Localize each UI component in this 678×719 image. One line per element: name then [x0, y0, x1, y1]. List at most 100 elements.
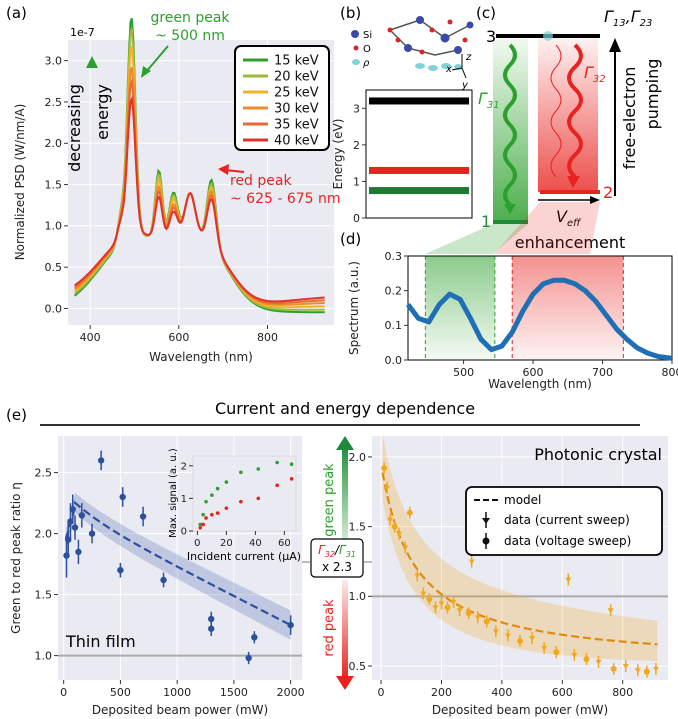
level-1-label: 1 [481, 212, 491, 231]
data-point-6 [406, 509, 413, 516]
data-point-11 [139, 513, 147, 520]
panel-e-left-points [63, 450, 294, 665]
level-3-label: 3 [486, 27, 496, 46]
panel-b-ticks: 0 1 2 3 [353, 102, 366, 225]
panel-b-energy-levels [369, 97, 469, 195]
green-peak-wavelength: ~ 500 nm [155, 28, 225, 44]
photon-32-wave-icon [567, 43, 583, 179]
green-peak-label: green peak [150, 10, 230, 26]
si-marker-icon [351, 30, 359, 38]
y-tick-label: 2.5 [35, 466, 53, 479]
y-tick-label: 3 [353, 102, 360, 115]
data-point-7 [88, 530, 96, 537]
inset-green-point-2 [204, 499, 208, 504]
panel-d-xlabel: Wavelength (nm) [488, 377, 592, 391]
x-tick-label: 500 [110, 686, 131, 699]
arrow-head-icon [86, 56, 98, 68]
green-peak-arrow-head-icon [141, 66, 151, 78]
y-tick-label: 2 [181, 461, 187, 472]
data-point-19 [492, 629, 499, 635]
x-tick-label: 600 [552, 686, 573, 699]
panel-a-ticks: 400 600 800 0.0 0.5 1.0 1.5 2.0 2.5 3.0 [45, 55, 279, 344]
legend-label-1: 20 keV [274, 70, 319, 85]
panel-e-left-xlabel: Deposited beam power (mW) [92, 703, 268, 717]
x-tick-label: 600 [168, 331, 189, 344]
data-point-8 [420, 591, 427, 597]
y-tick-label: 2.0 [45, 137, 63, 150]
gamma-13-23: Γ13,Γ23 [604, 7, 652, 29]
data-point-13 [450, 599, 457, 605]
y-tick-label: 0.5 [349, 660, 367, 673]
green-peak-arrow [145, 45, 169, 73]
y-tick-label: 2 [353, 139, 360, 152]
panel-a-series [74, 17, 325, 314]
data-point-15 [245, 654, 252, 662]
level-2-label: 2 [603, 183, 613, 202]
inset-red-point-9 [289, 477, 294, 481]
inset-green-point-8 [275, 460, 279, 465]
legend-label-2: 25 keV [274, 86, 319, 101]
inset-red-point-8 [275, 483, 279, 488]
data-point-11 [438, 601, 445, 607]
y-tick-label: 0 [353, 212, 360, 225]
data-point-28 [595, 659, 602, 665]
red-band [512, 256, 624, 360]
data-point-25 [565, 577, 572, 583]
middle-red-peak: red peak [322, 599, 337, 657]
inset-red-point-2 [204, 516, 208, 520]
gamma-32: Γ32 [584, 63, 606, 85]
x-tick-label: 0 [194, 538, 200, 549]
y-tick-label: 1 [353, 175, 360, 188]
data-point-18 [483, 618, 490, 625]
gamma-31: Γ31 [478, 89, 500, 111]
veff-label: Veff [556, 207, 582, 229]
pumping-text-1: free-electron [620, 67, 639, 170]
rho-marker-icon [352, 59, 360, 65]
photon-32-arrow-head-icon [567, 176, 580, 188]
inset-ylabel: Max. signal (a. u.) [168, 448, 179, 538]
panel-e-right-xlabel: Deposited beam power (mW) [432, 703, 608, 717]
inset-red-point-3 [210, 512, 214, 517]
legend-voltage-swatch-icon [482, 533, 490, 549]
red-connection-band [494, 202, 600, 254]
panel-b-ylabel: Energy (eV) [331, 119, 345, 190]
legend-voltage-sweep: data (voltage sweep) [504, 534, 631, 548]
data-point-34 [652, 666, 659, 672]
x-tick-label: 200 [431, 686, 452, 699]
data-point-10 [119, 493, 126, 501]
y-tick-label: 1.5 [45, 178, 63, 191]
data-point-9 [117, 567, 124, 574]
panel-e-right-model [372, 433, 668, 662]
model-band [382, 433, 658, 662]
panel-label-b: (b) [340, 4, 361, 22]
inset-green-point-1 [201, 512, 205, 517]
inset-green-point-9 [289, 462, 294, 466]
inset-red-point-0 [198, 525, 203, 530]
panel-b-levels: (b) Si O ρ [331, 4, 474, 225]
red-peak-down-arrow-icon [336, 676, 354, 690]
data-point-1 [384, 485, 391, 491]
legend-label-4: 35 keV [274, 118, 319, 133]
data-point-6 [78, 512, 86, 519]
ratio-factor: x 2.3 [322, 560, 352, 574]
x-tick-label: 60 [278, 538, 291, 549]
pumping-text-2: pumping [643, 59, 662, 130]
x-tick-label: 800 [612, 686, 633, 699]
axis-z: z [465, 52, 472, 63]
model-line [64, 500, 292, 627]
middle-green-peak: green peak [322, 463, 337, 537]
data-point-3 [391, 523, 398, 530]
data-point-29 [607, 608, 614, 614]
data-point-22 [529, 636, 536, 642]
y-tick-label: 1.0 [349, 590, 367, 603]
red-peak-label: red peak [230, 173, 292, 189]
inset-axes [192, 455, 297, 532]
x-tick-label: 1000 [163, 686, 191, 699]
data-point-32 [634, 668, 641, 674]
ratio-gamma: Γ32/Γ31 [318, 543, 356, 559]
middle-ratio-labels: green peak red peak Γ32/Γ31 x 2.3 [302, 436, 374, 690]
